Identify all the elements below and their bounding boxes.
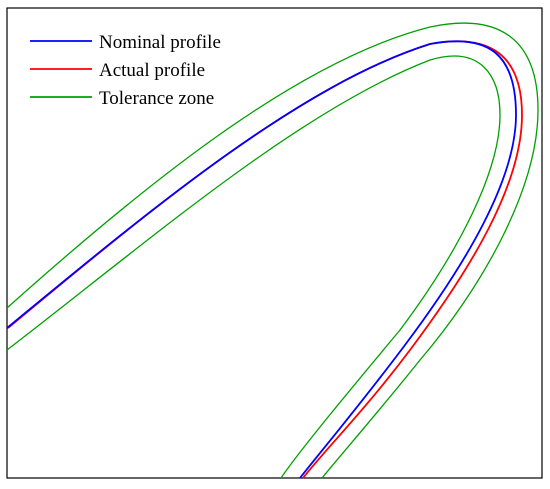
plot-frame <box>6 7 543 479</box>
nominal-profile-line <box>6 40 517 479</box>
legend-label-nominal: Nominal profile <box>99 32 221 53</box>
tolerance-zone-inner <box>6 55 501 479</box>
legend-item-tolerance: Tolerance zone <box>30 88 214 109</box>
legend-item-actual: Actual profile <box>30 60 205 81</box>
plot-area <box>6 22 539 479</box>
legend-label-actual: Actual profile <box>99 60 205 81</box>
legend: Nominal profile Actual profile Tolerance… <box>30 32 221 109</box>
tolerance-zone-outer <box>6 22 539 479</box>
legend-label-tolerance: Tolerance zone <box>99 88 214 109</box>
legend-item-nominal: Nominal profile <box>30 32 221 53</box>
